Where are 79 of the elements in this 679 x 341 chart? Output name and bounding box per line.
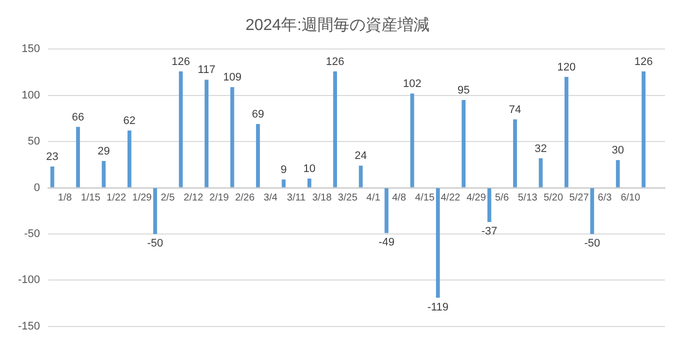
- data-label: 95: [458, 84, 470, 97]
- bar: [102, 161, 106, 188]
- y-tick-label: -100: [18, 274, 40, 286]
- data-label: -119: [427, 301, 449, 314]
- data-label: 66: [72, 111, 84, 124]
- data-label: 23: [46, 151, 58, 164]
- data-label: 120: [557, 61, 576, 74]
- data-label: 126: [326, 56, 344, 68]
- x-tick-label: 1/8: [58, 192, 72, 204]
- data-label: 24: [354, 150, 367, 162]
- bar: [358, 166, 363, 188]
- x-tick-label: 2/19: [209, 192, 230, 204]
- x-tick-label: 1/29: [132, 192, 152, 204]
- data-label: 32: [534, 142, 547, 155]
- x-tick-label: 4/8: [392, 192, 406, 204]
- x-tick-label: 4/22: [440, 192, 461, 204]
- bar: [204, 80, 208, 188]
- data-label: 69: [252, 108, 264, 121]
- x-tick-label: 1/22: [106, 192, 126, 204]
- bar: [642, 71, 646, 188]
- chart-title: 2024年:週間毎の資産増減: [245, 16, 430, 34]
- x-tick-label: 4/15: [415, 192, 435, 204]
- bar: [590, 188, 594, 234]
- x-tick-label: 3/25: [338, 192, 358, 204]
- data-label: -37: [481, 226, 498, 238]
- x-tick-label: 4/29: [466, 192, 486, 204]
- x-tick-label: 3/11: [286, 192, 306, 204]
- data-label: 126: [634, 56, 653, 68]
- bar: [50, 166, 54, 188]
- x-tick-label: 6/3: [598, 192, 612, 204]
- data-label: 10: [303, 163, 316, 176]
- data-label: -49: [378, 236, 394, 249]
- bar: [487, 188, 492, 222]
- x-tick-label: 4/1: [366, 192, 381, 204]
- data-label: 117: [198, 64, 216, 76]
- data-label: 126: [172, 56, 190, 68]
- bar: [436, 188, 440, 298]
- y-tick-label: 150: [22, 43, 40, 56]
- data-label: -50: [584, 238, 600, 250]
- x-tick-label: 5/20: [544, 192, 564, 204]
- bar: [462, 100, 466, 188]
- bar: [230, 87, 234, 188]
- bar: [282, 179, 286, 188]
- bar: [410, 94, 414, 188]
- x-tick-label: 5/6: [494, 192, 510, 204]
- x-tick-label: 5/13: [518, 192, 538, 204]
- bar: [153, 188, 158, 234]
- data-label: 62: [123, 115, 136, 128]
- x-tick-label: 5/27: [569, 192, 590, 204]
- bar: [564, 76, 568, 188]
- x-tick-label: 2/5: [160, 192, 176, 204]
- y-tick-label: 100: [22, 89, 40, 102]
- data-label: 74: [508, 104, 522, 116]
- x-tick-label: 2/26: [235, 192, 255, 204]
- bar: [178, 71, 183, 188]
- bar: [256, 124, 260, 188]
- bar: [384, 188, 388, 234]
- data-label: 30: [612, 144, 624, 157]
- data-label: -50: [147, 238, 164, 250]
- y-tick-label: 50: [28, 136, 40, 148]
- y-tick-label: -50: [24, 228, 40, 240]
- data-label: 9: [280, 164, 287, 176]
- x-tick-label: 6/10: [620, 192, 641, 204]
- data-label: 109: [223, 72, 242, 84]
- bar: [513, 119, 517, 188]
- bar: [76, 126, 80, 188]
- y-tick-label: 0: [34, 182, 40, 194]
- y-tick-label: -150: [18, 320, 40, 332]
- bar: [127, 130, 132, 188]
- bar: [616, 160, 620, 188]
- bar: [307, 178, 312, 188]
- x-tick-label: 1/15: [80, 192, 101, 204]
- bar: [538, 158, 543, 188]
- data-label: 102: [403, 78, 422, 90]
- data-label: 29: [98, 146, 110, 158]
- x-tick-label: 3/4: [264, 192, 278, 204]
- bar: [333, 71, 338, 188]
- x-tick-label: 3/18: [312, 192, 332, 204]
- x-tick-label: 2/12: [184, 192, 204, 204]
